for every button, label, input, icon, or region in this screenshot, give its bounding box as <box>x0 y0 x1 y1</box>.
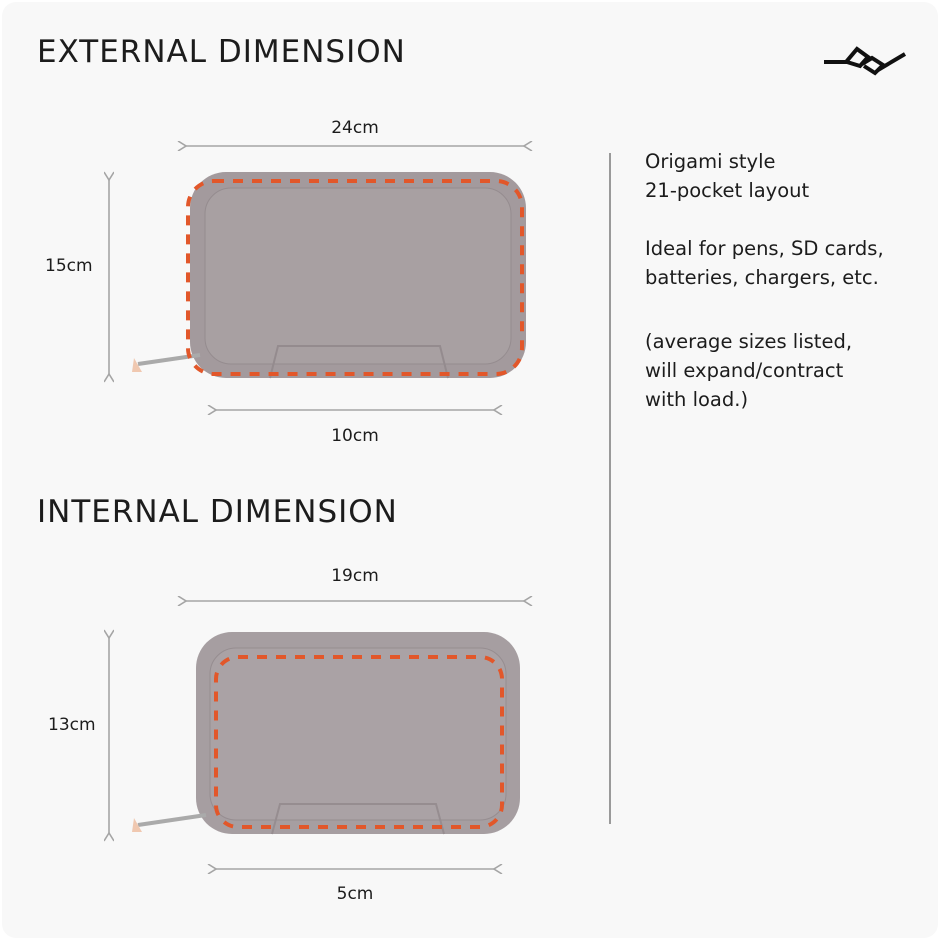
note-line: batteries, chargers, etc. <box>645 266 879 289</box>
external-depth-label: 10cm <box>331 426 379 446</box>
disclaimer-text: (average sizes listed, will expand/contr… <box>645 327 852 414</box>
note-line: will expand/contract <box>645 359 844 382</box>
external-title: EXTERNAL DIMENSION <box>37 34 406 70</box>
use-text: Ideal for pens, SD cards, batteries, cha… <box>645 234 884 292</box>
note-line: 21-pocket layout <box>645 179 810 202</box>
divider <box>609 153 611 824</box>
note-line: (average sizes listed, <box>645 330 853 353</box>
internal-dashed-outline <box>214 655 504 829</box>
external-dashed-outline <box>186 179 524 376</box>
note-line: with load.) <box>645 388 749 411</box>
external-bag-image <box>132 172 526 379</box>
external-width-label: 24cm <box>331 118 379 138</box>
brand-logo <box>824 46 907 76</box>
feature-text: Origami style 21-pocket layout <box>645 147 809 205</box>
internal-width-label: 19cm <box>331 566 379 586</box>
note-line: Ideal for pens, SD cards, <box>645 237 884 260</box>
note-line: Origami style <box>645 150 776 173</box>
internal-bag-image <box>132 632 520 835</box>
internal-height-label: 13cm <box>48 715 96 735</box>
internal-depth-label: 5cm <box>336 884 374 904</box>
internal-title: INTERNAL DIMENSION <box>37 494 398 530</box>
external-height-label: 15cm <box>45 256 93 276</box>
